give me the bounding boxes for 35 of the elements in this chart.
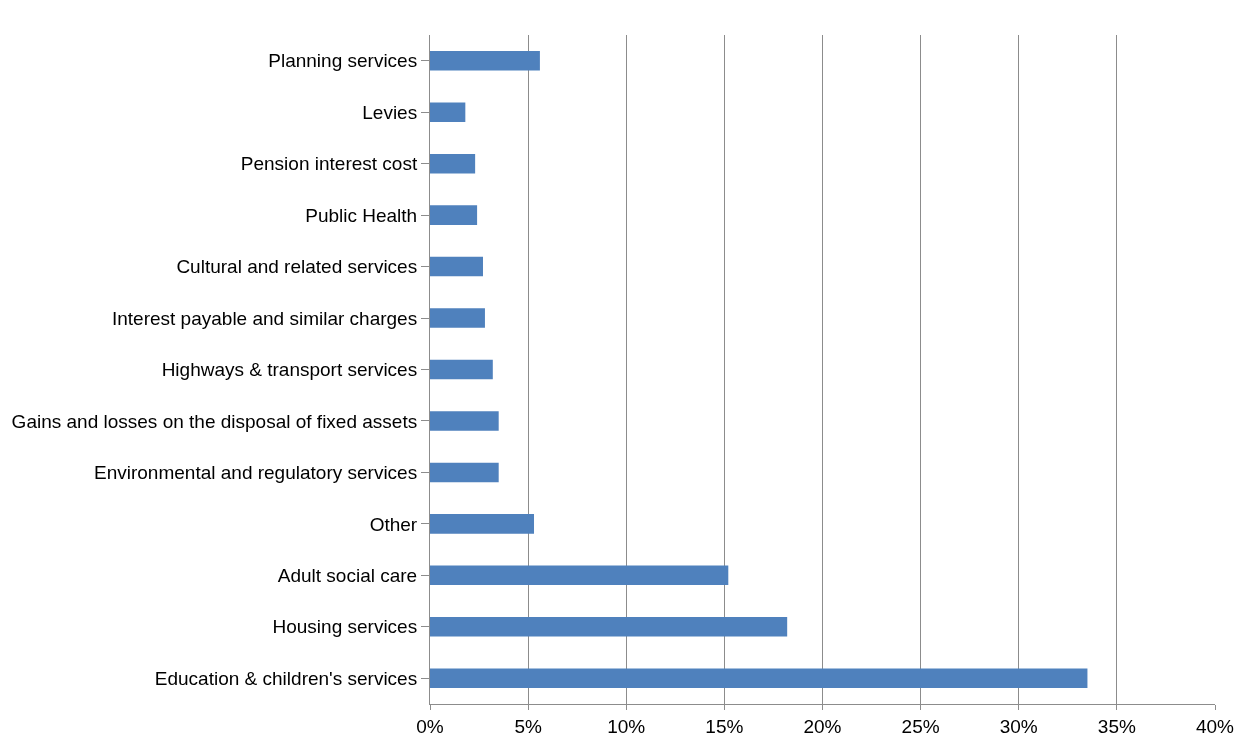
bar bbox=[430, 153, 476, 174]
bar bbox=[430, 565, 729, 586]
bar bbox=[430, 50, 540, 71]
y-tick-label: Interest payable and similar charges bbox=[111, 307, 418, 329]
y-tick-label: Education & children's services bbox=[154, 667, 418, 689]
x-tick-label: 15% bbox=[705, 715, 744, 737]
y-tick-label: Pension interest cost bbox=[240, 153, 418, 175]
bar bbox=[430, 617, 788, 637]
bar bbox=[430, 668, 1088, 689]
y-tick-label: Public Health bbox=[305, 204, 418, 226]
bar bbox=[430, 102, 466, 122]
x-tick-label: 5% bbox=[514, 715, 542, 737]
x-tick-label: 30% bbox=[999, 715, 1038, 737]
x-tick-label: 25% bbox=[901, 715, 940, 737]
bar bbox=[430, 514, 535, 534]
x-tick-label: 20% bbox=[803, 715, 842, 737]
y-tick-label: Planning services bbox=[268, 50, 418, 72]
y-tick-label: Housing services bbox=[272, 616, 418, 638]
bar bbox=[430, 359, 493, 380]
y-tick-label: Highways & transport services bbox=[161, 359, 418, 381]
x-tick-label: 35% bbox=[1097, 715, 1136, 737]
bar bbox=[430, 205, 478, 225]
y-tick-label: Other bbox=[369, 513, 418, 535]
y-tick-label: Gains and losses on the disposal of fixed assets bbox=[11, 410, 418, 432]
bar bbox=[430, 411, 499, 431]
y-tick-label: Adult social care bbox=[277, 565, 418, 586]
x-tick-label: 10% bbox=[607, 715, 646, 737]
y-tick-label: Cultural and related services bbox=[176, 256, 418, 278]
bar bbox=[430, 462, 499, 483]
y-tick-label: Levies bbox=[362, 101, 418, 123]
bar bbox=[430, 308, 485, 328]
bar bbox=[430, 256, 483, 277]
x-tick-label: 40% bbox=[1195, 715, 1235, 737]
x-tick-label: 0% bbox=[416, 715, 444, 737]
y-tick-label: Environmental and regulatory services bbox=[94, 462, 418, 484]
